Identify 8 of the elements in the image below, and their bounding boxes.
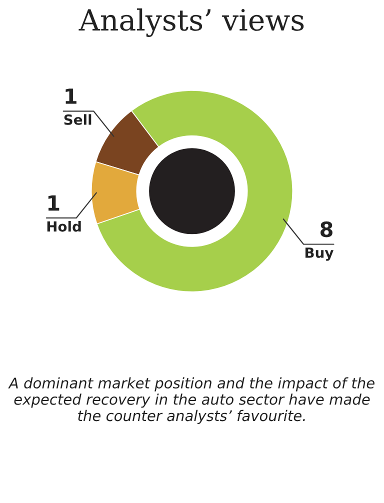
data-label: 1 bbox=[48, 195, 60, 211]
slice-label: Hold bbox=[47, 220, 81, 232]
text: A dominant market position and the impact of the expected recovery in the auto sector have made the counter analysts’ favourite. bbox=[8, 377, 374, 424]
data-label: 8 bbox=[320, 221, 332, 238]
data-label: 1 bbox=[66, 88, 76, 104]
slice-label: Sell bbox=[64, 114, 92, 125]
slice-label: Buy bbox=[305, 248, 334, 261]
chart-title: Analysts’ views bbox=[78, 8, 304, 37]
